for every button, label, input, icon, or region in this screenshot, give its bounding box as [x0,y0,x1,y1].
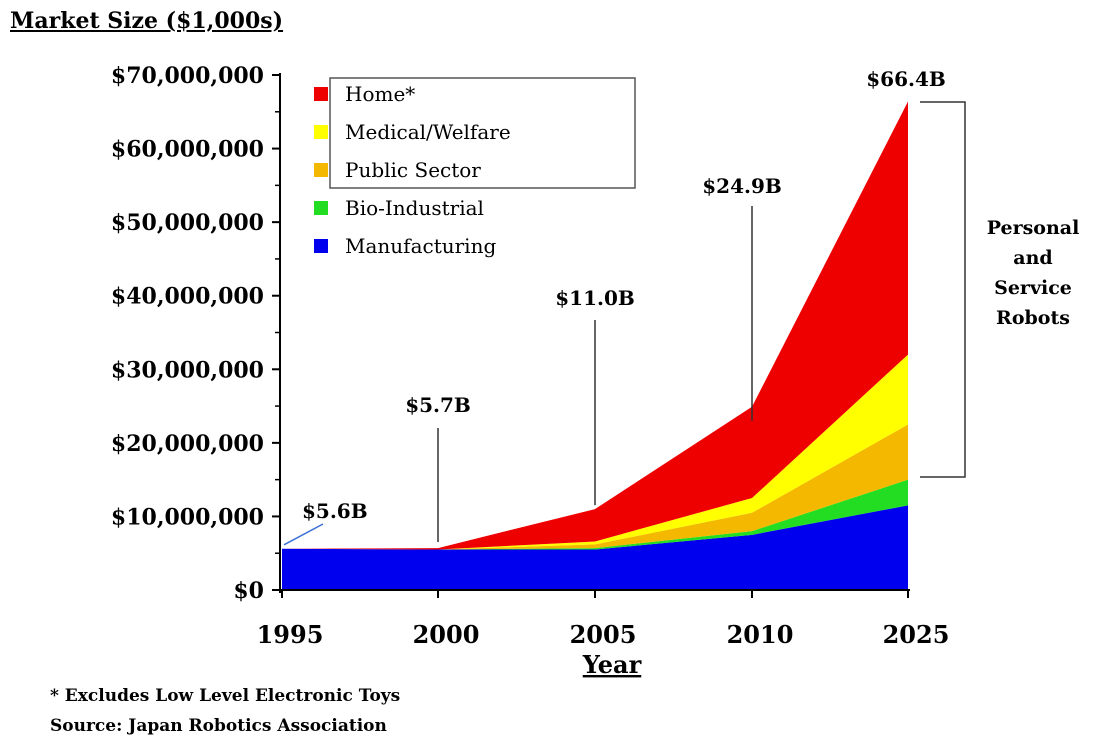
annotation-label: $66.4B [866,67,946,91]
bracket-label-line: Personal [987,217,1080,239]
y-tick-label: $0 [233,578,264,604]
source-note: Source: Japan Robotics Association [50,716,387,736]
service-robots-bracket [920,101,966,478]
x-tick-label: 2000 [413,620,480,649]
annotation-label: $24.9B [702,174,782,198]
area-public-sector [282,424,908,550]
area-medical-welfare [282,354,908,550]
legend-swatch [314,87,328,101]
bracket-label-line: Robots [996,307,1070,329]
x-axis-label: Year [582,650,642,679]
annotation-label: $5.7B [405,393,471,417]
legend-label: Home* [345,82,415,106]
legend-swatch [314,163,328,177]
bracket-label-line: and [1013,247,1052,269]
legend-box [329,77,636,189]
y-tick-label: $50,000,000 [111,210,264,236]
bracket-label-line: Service [994,277,1072,299]
legend-label: Manufacturing [345,234,496,258]
area-home [282,101,908,550]
legend-label: Bio-Industrial [345,196,484,220]
y-tick-label: $70,000,000 [111,63,264,89]
annotation-label: $5.6B [302,499,368,523]
legend-swatch [314,201,328,215]
y-tick-label: $20,000,000 [111,431,264,457]
legend-label: Medical/Welfare [345,120,511,144]
x-tick-label: 2010 [727,620,794,649]
x-tick-label: 1995 [257,620,324,649]
y-tick-label: $30,000,000 [111,357,264,383]
x-tick-label: 2025 [883,620,950,649]
legend-swatch [314,125,328,139]
area-manufacturing [282,505,908,590]
y-tick-label: $40,000,000 [111,284,264,310]
annotation-leader [283,523,324,546]
y-tick-label: $60,000,000 [111,137,264,163]
y-tick-label: $10,000,000 [111,504,264,530]
footnote: * Excludes Low Level Electronic Toys [50,686,401,706]
annotation-label: $11.0B [555,286,635,310]
chart-title: Market Size ($1,000s) [10,8,284,34]
x-tick-label: 2005 [570,620,637,649]
legend-label: Public Sector [345,158,481,182]
legend-swatch [314,239,328,253]
area-bio-industrial [282,479,908,550]
